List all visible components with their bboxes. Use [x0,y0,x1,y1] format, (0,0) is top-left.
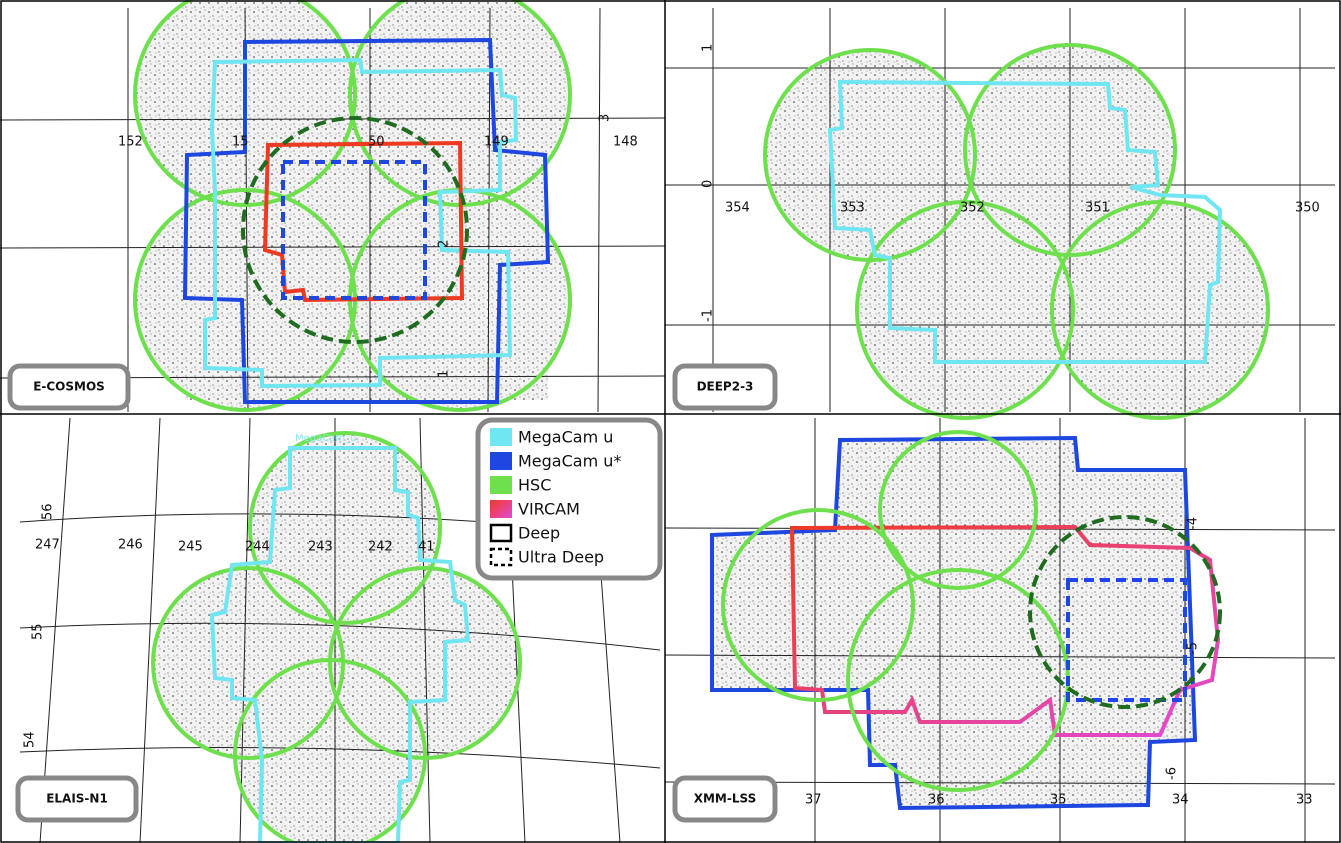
hsc [855,200,1075,420]
shape [490,476,512,494]
dec-label: 1 [437,370,452,378]
ra-label: 352 [960,201,985,216]
dec-label: 2 [437,240,452,248]
ra-label: 152 [118,135,143,150]
megacam-u-star [182,37,551,404]
dec-label: 55 [31,623,46,640]
megacam-u [203,57,519,389]
hsc [248,431,442,625]
shape [490,500,512,518]
hsc [151,566,345,760]
shape [765,50,975,260]
shape [597,7,601,413]
shape [139,417,161,843]
legend-entry: Deep [518,524,560,543]
grid [665,8,1335,412]
hsc [721,508,915,702]
field-label: E-COSMOS [33,380,105,394]
field-label: XMM-LSS [694,792,757,806]
ra-label: 35 [1050,793,1067,808]
panel-xmm-lss: 37 36 35 34 33 -4 -5 -6 XMM-LSS [664,418,1336,843]
shape [419,417,431,843]
shape [490,428,512,446]
legend-entry: Ultra Deep [518,548,604,567]
shape [475,417,663,581]
ra-label: 354 [725,201,750,216]
ra-label: 245 [178,540,203,555]
ra-label: 36 [928,793,945,808]
ra-label: 243 [308,540,333,555]
ra-label: 15 [232,135,249,150]
field-label: ELAIS-N1 [46,792,108,806]
ra-label: 353 [840,201,865,216]
dec-label: -4 [1186,517,1201,530]
ra-label: 242 [368,540,393,555]
note: MegaCam_u [295,433,356,444]
legend-entry: HSC [518,476,551,495]
legend: MegaCam u MegaCam u* HSC VIRCAM Deep Ult… [475,417,663,581]
panel-elais-n1: MegaCam_u 247 246 245 244 243 242 41 56 … [15,417,661,843]
hsc [1050,200,1270,420]
ra-label: 33 [1296,793,1313,808]
panel-deep2-3: 354 353 352 351 350 1 0 -1 DEEP2-3 [665,8,1335,420]
ra-label: 50 [368,135,385,150]
legend-entry: MegaCam u* [518,452,621,471]
dec-label: -5 [1186,642,1201,655]
shape [664,654,1336,659]
panel-e-cosmos: 152 15 50 149 148 3 2 1 E-COSMOS [0,0,666,413]
shape [490,452,512,470]
shape [235,660,425,843]
dec-label: 3 [598,114,613,122]
dec-label: -6 [1165,767,1180,780]
shape [241,116,469,344]
legend-entry: VIRCAM [518,500,580,519]
ra-label: 148 [613,135,638,150]
legend-entry: MegaCam u [518,428,613,447]
lab [7,363,131,411]
megacam-u-star [710,435,1198,811]
lab [672,775,778,823]
bl [281,160,427,300]
dec-label: 56 [41,503,56,520]
hsc [233,658,427,843]
ra-label: 350 [1295,201,1320,216]
hsc [963,43,1177,257]
ra-label: 34 [1172,793,1189,808]
hsc [133,0,357,207]
ra-label: 244 [245,540,270,555]
dec-label: -1 [701,309,716,322]
megacam-u [827,79,1223,364]
shape [1028,515,1222,709]
dec-label: 54 [23,731,38,748]
hsc [878,430,1038,590]
bl [1066,578,1187,702]
shape [489,523,513,543]
lab [15,775,139,823]
ra-label: 37 [805,793,822,808]
field-label: DEEP2-3 [697,380,754,394]
ra-label: 247 [35,538,60,553]
megacam-u [209,446,471,843]
shape [489,547,513,567]
ra-label: 351 [1085,201,1110,216]
dec-label: 1 [701,44,716,52]
dec-label: 0 [701,180,716,188]
ra-label: 149 [484,135,509,150]
ra-label: 41 [418,540,435,555]
ra-label: 246 [118,538,143,553]
lab [672,363,778,411]
shape [239,417,251,843]
shape [39,417,71,843]
